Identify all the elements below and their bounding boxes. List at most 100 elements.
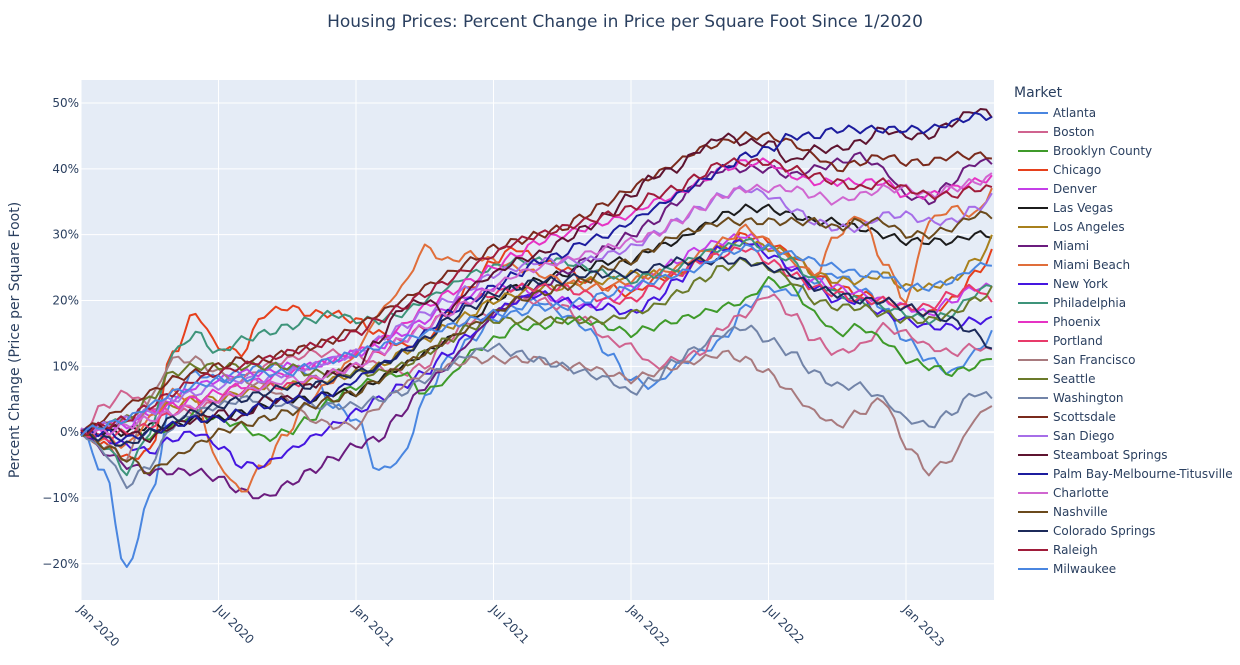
y-tick-label: 30% [52,228,79,242]
series-line-las-vegas[interactable] [80,203,993,437]
y-tick-label: 10% [52,359,79,373]
legend-swatch-icon [1018,491,1048,494]
x-tick-label: Jan 2021 [349,602,397,650]
legend-swatch-icon [1018,130,1048,133]
legend-label: Phoenix [1053,314,1101,329]
series-line-colorado-springs[interactable] [80,256,993,447]
series-line-portland[interactable] [80,246,993,443]
legend-label: San Francisco [1053,352,1136,367]
x-tick-label: Jan 2020 [74,602,122,650]
x-axis-ticks: Jan 2020 Jul 2020 Jan 2021 Jul 2021 Jan 2022… [74,602,947,650]
legend-item[interactable]: Miami [1008,236,1240,255]
x-tick-label: Jan 2022 [624,602,672,650]
legend-label: Raleigh [1053,542,1098,557]
legend-item[interactable]: Los Angeles [1008,217,1240,236]
legend-item[interactable]: Scottsdale [1008,407,1240,426]
legend-swatch-icon [1018,396,1048,399]
series-line-steamboat-springs[interactable] [81,108,993,444]
y-tick-label: −20% [42,557,79,571]
legend-label: Washington [1053,390,1124,405]
legend-item[interactable]: Raleigh [1008,540,1240,559]
legend-swatch-icon [1018,206,1048,209]
legend-label: Miami Beach [1053,257,1131,272]
series-line-san-francisco[interactable] [80,349,993,477]
legend-item[interactable]: Phoenix [1008,312,1240,331]
legend-swatch-icon [1018,111,1048,114]
legend-label: New York [1053,276,1108,291]
legend-item[interactable]: San Diego [1008,426,1240,445]
legend-swatch-icon [1018,567,1048,570]
legend-swatch-icon [1018,225,1048,228]
x-tick-label: Jul 2021 [487,602,532,647]
legend-label: Charlotte [1053,485,1109,500]
series-line-milwaukee[interactable] [80,242,992,437]
legend-swatch-icon [1018,187,1048,190]
legend-item[interactable]: Washington [1008,388,1240,407]
legend-item[interactable]: Palm Bay-Melbourne-Titusville [1008,464,1240,483]
legend-swatch-icon [1018,472,1048,475]
legend-item[interactable]: Las Vegas [1008,198,1240,217]
series-line-charlotte[interactable] [80,172,993,437]
legend-item[interactable]: Seattle [1008,369,1240,388]
legend-item[interactable]: Denver [1008,179,1240,198]
legend-swatch-icon [1018,149,1048,152]
series-line-brooklyn-county[interactable] [80,276,992,443]
series-line-scottsdale[interactable] [80,131,992,436]
y-axis-ticks: 50% 40% 30% 20% 10% 0% −10% −20% [42,96,79,571]
legend-swatch-icon [1018,453,1048,456]
legend-item[interactable]: Colorado Springs [1008,521,1240,540]
legend-label: Las Vegas [1053,200,1113,215]
legend-item[interactable]: Brooklyn County [1008,141,1240,160]
series-line-los-angeles[interactable] [80,234,993,434]
series-line-philadelphia[interactable] [80,237,993,477]
legend-title: Market [1014,85,1063,101]
legend-label: Scottsdale [1053,409,1116,424]
legend-swatch-icon [1018,510,1048,513]
legend-item[interactable]: Philadelphia [1008,293,1240,312]
legend-label: Philadelphia [1053,295,1127,310]
legend-item[interactable]: San Francisco [1008,350,1240,369]
legend-label: San Diego [1053,428,1115,443]
legend-item[interactable]: Milwaukee [1008,559,1240,578]
legend-swatch-icon [1018,415,1048,418]
y-tick-label: 20% [52,294,79,308]
series-line-nashville[interactable] [80,210,993,475]
series-line-new-york[interactable] [80,239,993,470]
series-line-raleigh[interactable] [80,157,993,436]
legend-item[interactable]: Portland [1008,331,1240,350]
legend-item[interactable]: Steamboat Springs [1008,445,1240,464]
legend: Market Atlanta Boston Brooklyn County Chica… [1008,84,1240,578]
series-line-washington[interactable] [80,324,993,490]
series-line-seattle[interactable] [80,257,993,434]
series-line-palm-bay-melbourne-titusville[interactable] [80,111,993,442]
legend-item[interactable]: Chicago [1008,160,1240,179]
legend-label: Los Angeles [1053,219,1125,234]
legend-item[interactable]: Charlotte [1008,483,1240,502]
x-tick-label: Jul 2020 [212,602,257,647]
legend-swatch-icon [1018,377,1048,380]
line-chart: 50% 40% 30% 20% 10% 0% −10% −20% Jan 2020 Jul 20… [7,80,994,650]
legend-swatch-icon [1018,320,1048,323]
y-tick-label: 50% [52,96,79,110]
legend-label: Palm Bay-Melbourne-Titusville [1053,466,1233,481]
legend-swatch-icon [1018,358,1048,361]
legend-label: Brooklyn County [1053,143,1153,158]
series-line-denver[interactable] [80,232,993,438]
series-line-phoenix[interactable] [80,157,993,433]
legend-item[interactable]: Miami Beach [1008,255,1240,274]
legend-item[interactable]: Boston [1008,122,1240,141]
legend-label: Portland [1053,333,1103,348]
series-lines [80,108,993,568]
x-tick-label: Jul 2022 [762,602,807,647]
legend-item[interactable]: New York [1008,274,1240,293]
legend-label: Seattle [1053,371,1096,386]
legend-swatch-icon [1018,529,1048,532]
series-line-miami-beach[interactable] [80,187,993,493]
legend-swatch-icon [1018,263,1048,266]
legend-label: Boston [1053,124,1095,139]
legend-label: Colorado Springs [1053,523,1156,538]
legend-item[interactable]: Nashville [1008,502,1240,521]
series-line-miami[interactable] [80,151,993,500]
legend-item[interactable]: Atlanta [1008,103,1240,122]
y-axis-title: Percent Change (Price per Square Foot) [7,202,23,478]
